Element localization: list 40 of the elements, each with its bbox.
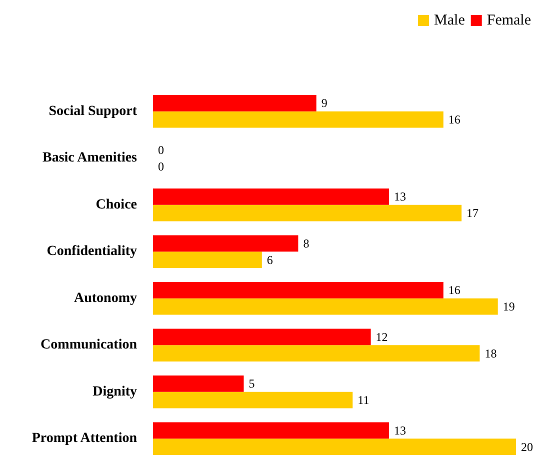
bar <box>153 345 480 362</box>
bar <box>153 235 298 252</box>
y-tick-label: Confidentiality <box>46 244 137 260</box>
bar <box>153 188 389 205</box>
bar <box>153 376 244 392</box>
data-label: 17 <box>466 206 479 220</box>
data-label: 5 <box>248 376 255 391</box>
y-tick-label: Communication <box>40 338 138 353</box>
bar <box>153 422 389 439</box>
bar <box>153 328 371 346</box>
data-label: 0 <box>158 159 164 174</box>
data-label: 0 <box>158 142 164 157</box>
data-label: 9 <box>321 96 328 110</box>
data-label: 11 <box>358 393 370 408</box>
data-label: 20 <box>521 440 533 454</box>
legend-label: Female <box>486 12 532 28</box>
bar <box>153 392 353 408</box>
data-label: 18 <box>484 346 497 360</box>
y-tick-label: Basic Amenities <box>42 150 138 166</box>
bar <box>153 252 262 268</box>
bar <box>153 204 462 222</box>
legend-label: Male <box>434 12 466 28</box>
y-tick-label: Autonomy <box>74 290 137 306</box>
data-label: 16 <box>448 112 460 127</box>
y-tick-label: Dignity <box>92 384 137 400</box>
data-label: 13 <box>394 423 406 438</box>
data-label: 12 <box>376 330 388 344</box>
bar <box>153 298 498 315</box>
bar <box>153 438 516 455</box>
data-label: 13 <box>394 190 406 204</box>
bar <box>153 95 316 112</box>
y-tick-label: Prompt Attention <box>32 431 138 446</box>
y-tick-label: Choice <box>96 197 137 212</box>
y-tick-label: Social Support <box>48 104 138 119</box>
data-label: 6 <box>266 252 273 267</box>
data-label: 8 <box>303 236 310 250</box>
bar <box>153 282 444 298</box>
data-label: 16 <box>448 283 460 298</box>
data-label: 19 <box>502 300 515 314</box>
bar <box>153 111 444 128</box>
